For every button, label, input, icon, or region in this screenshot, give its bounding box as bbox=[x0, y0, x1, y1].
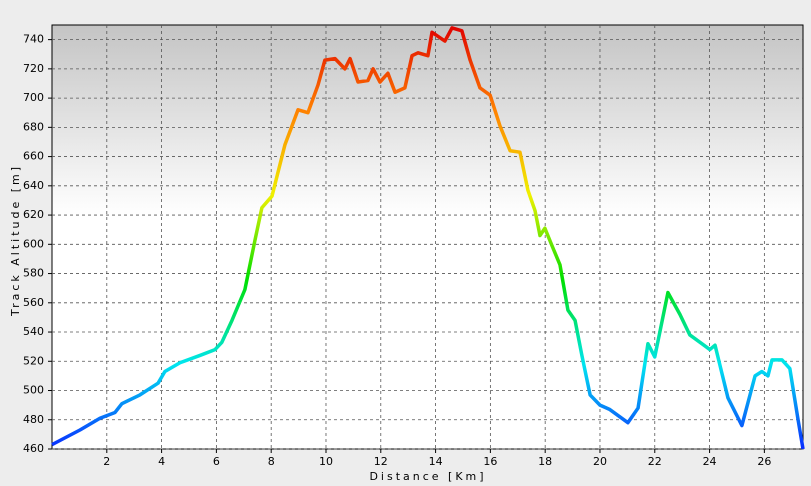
x-tick-label: 22 bbox=[648, 455, 662, 468]
y-tick-label: 680 bbox=[23, 120, 44, 133]
y-tick-label: 540 bbox=[23, 325, 44, 338]
x-tick-label: 10 bbox=[319, 455, 333, 468]
y-tick-label: 600 bbox=[23, 237, 44, 250]
y-tick-label: 720 bbox=[23, 62, 44, 75]
y-tick-label: 640 bbox=[23, 179, 44, 192]
y-tick-label: 700 bbox=[23, 91, 44, 104]
x-tick-label: 12 bbox=[374, 455, 388, 468]
y-tick-label: 480 bbox=[23, 413, 44, 426]
x-tick-label: 8 bbox=[268, 455, 275, 468]
y-tick-label: 520 bbox=[23, 354, 44, 367]
x-tick-label: 26 bbox=[757, 455, 771, 468]
altitude-line bbox=[51, 26, 805, 450]
y-tick-label: 580 bbox=[23, 267, 44, 280]
y-axis-title: Track Altitude [m] bbox=[9, 164, 22, 317]
y-tick-label: 560 bbox=[23, 296, 44, 309]
x-tick-label: 6 bbox=[213, 455, 220, 468]
y-tick-label: 620 bbox=[23, 208, 44, 221]
x-tick-label: 20 bbox=[593, 455, 607, 468]
y-tick-label: 500 bbox=[23, 384, 44, 397]
y-tick-label: 660 bbox=[23, 150, 44, 163]
x-tick-label: 18 bbox=[538, 455, 552, 468]
x-tick-label: 24 bbox=[703, 455, 717, 468]
x-tick-label: 16 bbox=[483, 455, 497, 468]
plot-area bbox=[51, 24, 804, 450]
x-axis-title: Distance [Km] bbox=[369, 470, 486, 483]
x-tick-label: 4 bbox=[158, 455, 165, 468]
x-tick-label: 14 bbox=[429, 455, 443, 468]
x-tick-label: 2 bbox=[103, 455, 110, 468]
y-tick-label: 460 bbox=[23, 442, 44, 455]
y-tick-label: 740 bbox=[23, 33, 44, 46]
